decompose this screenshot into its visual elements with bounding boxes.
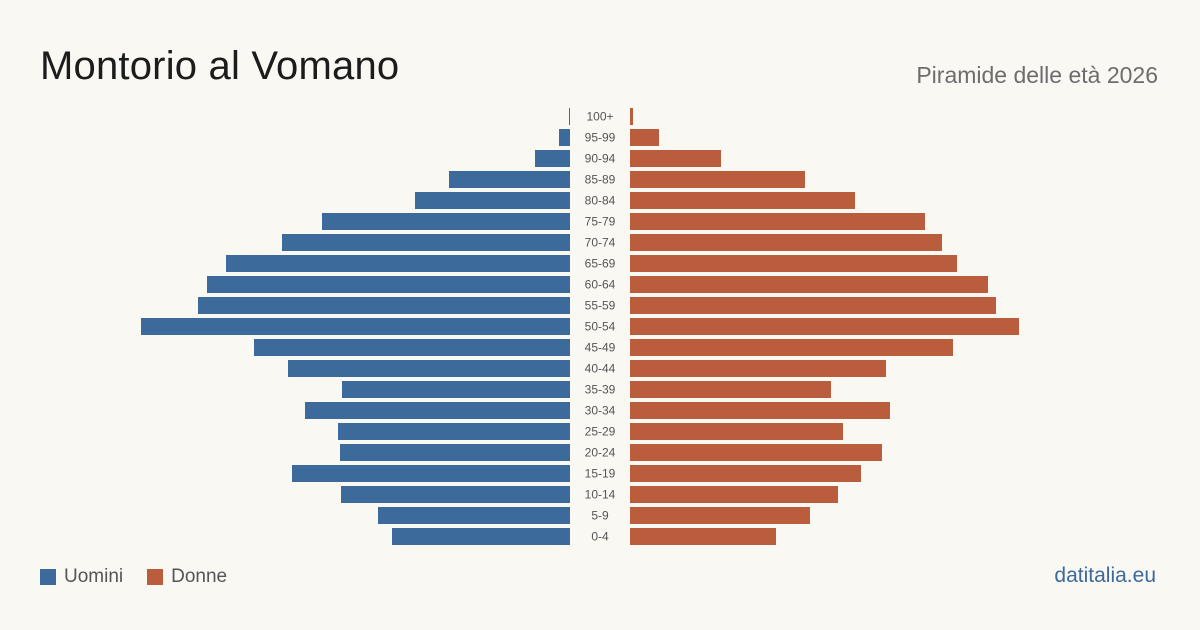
age-label-0-4: 0-4 <box>591 530 609 544</box>
bar-men-10-14 <box>341 486 570 503</box>
bar-women-65-69 <box>630 255 957 272</box>
bar-men-30-34 <box>305 402 570 419</box>
age-label-60-64: 60-64 <box>585 278 616 292</box>
chart-subtitle: Piramide delle età 2026 <box>916 62 1158 88</box>
age-label-10-14: 10-14 <box>585 488 616 502</box>
age-label-70-74: 70-74 <box>585 236 616 250</box>
legend-swatch-men <box>40 569 56 585</box>
legend-label-women: Donne <box>171 566 228 587</box>
bar-women-35-39 <box>630 381 831 398</box>
bar-women-80-84 <box>630 192 855 209</box>
bar-women-95-99 <box>630 129 659 146</box>
bar-women-45-49 <box>630 339 953 356</box>
bar-men-70-74 <box>282 234 570 251</box>
bar-women-70-74 <box>630 234 942 251</box>
age-label-30-34: 30-34 <box>585 404 616 418</box>
bar-women-30-34 <box>630 402 890 419</box>
page-title: Montorio al Vomano <box>40 44 400 88</box>
age-label-95-99: 95-99 <box>585 131 616 145</box>
bar-women-90-94 <box>630 150 721 167</box>
bar-men-95-99 <box>559 129 570 146</box>
bar-women-50-54 <box>630 318 1019 335</box>
bar-men-100plus <box>569 108 570 125</box>
bar-women-85-89 <box>630 171 805 188</box>
bar-men-75-79 <box>322 213 570 230</box>
bar-women-60-64 <box>630 276 988 293</box>
bar-men-25-29 <box>338 423 570 440</box>
bar-women-40-44 <box>630 360 886 377</box>
bar-women-10-14 <box>630 486 838 503</box>
age-label-20-24: 20-24 <box>585 446 616 460</box>
age-label-50-54: 50-54 <box>585 320 616 334</box>
bar-women-15-19 <box>630 465 861 482</box>
bar-men-40-44 <box>288 360 570 377</box>
legend-label-men: Uomini <box>64 566 124 587</box>
age-label-65-69: 65-69 <box>585 257 616 271</box>
bar-women-0-4 <box>630 528 776 545</box>
bar-men-45-49 <box>254 339 570 356</box>
bar-men-80-84 <box>415 192 570 209</box>
age-label-85-89: 85-89 <box>585 173 616 187</box>
age-label-25-29: 25-29 <box>585 425 616 439</box>
bar-women-5-9 <box>630 507 810 524</box>
bar-men-55-59 <box>198 297 570 314</box>
bar-men-0-4 <box>392 528 570 545</box>
bar-men-35-39 <box>342 381 570 398</box>
bar-men-85-89 <box>449 171 570 188</box>
legend-item-women: Donne <box>147 566 227 588</box>
bar-women-55-59 <box>630 297 996 314</box>
bar-men-90-94 <box>535 150 570 167</box>
source-link[interactable]: datitalia.eu <box>1054 564 1156 587</box>
legend-swatch-women <box>147 569 164 585</box>
legend-item-men: Uomini <box>40 566 123 588</box>
age-label-35-39: 35-39 <box>585 383 616 397</box>
bar-women-20-24 <box>630 444 882 461</box>
bar-men-20-24 <box>340 444 570 461</box>
bar-men-50-54 <box>141 318 570 335</box>
bar-women-75-79 <box>630 213 925 230</box>
age-label-5-9: 5-9 <box>591 509 609 523</box>
bar-men-5-9 <box>378 507 570 524</box>
bar-women-25-29 <box>630 423 843 440</box>
age-label-100plus: 100+ <box>586 110 613 124</box>
bar-men-60-64 <box>207 276 570 293</box>
age-label-15-19: 15-19 <box>585 467 616 481</box>
age-label-40-44: 40-44 <box>585 362 616 376</box>
chart-legend: Uomini Donne <box>40 566 251 588</box>
bar-women-100plus <box>630 108 633 125</box>
bar-men-65-69 <box>226 255 570 272</box>
age-label-80-84: 80-84 <box>585 194 616 208</box>
age-label-55-59: 55-59 <box>585 299 616 313</box>
bar-men-15-19 <box>292 465 570 482</box>
age-label-75-79: 75-79 <box>585 215 616 229</box>
age-label-45-49: 45-49 <box>585 341 616 355</box>
age-label-90-94: 90-94 <box>585 152 616 166</box>
